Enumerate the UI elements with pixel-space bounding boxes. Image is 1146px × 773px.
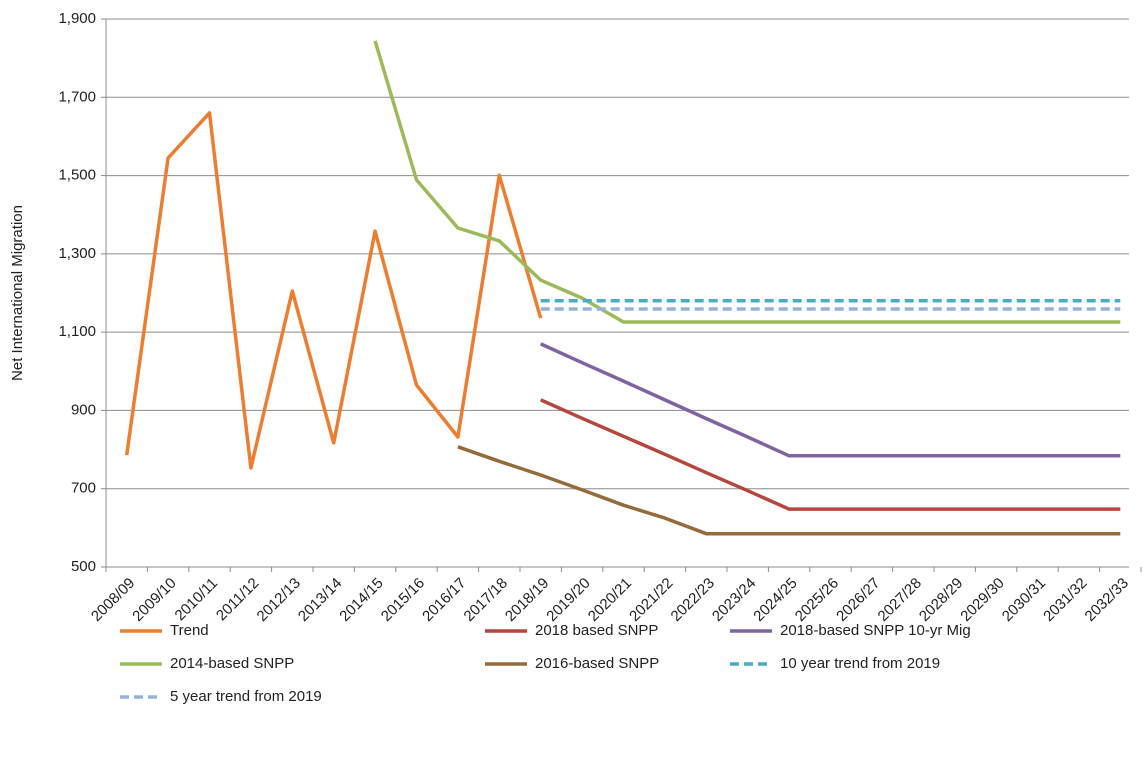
legend-label: 10 year trend from 2019: [780, 655, 940, 672]
series-line: [124, 111, 543, 470]
y-tick-label: 1,300: [58, 245, 96, 262]
y-tick-label: 1,700: [58, 88, 96, 105]
x-tick-label: 2016/17: [419, 575, 469, 625]
series-line: [457, 445, 1121, 536]
x-tick-label: 2019/20: [543, 575, 593, 625]
x-tick-label: 2009/10: [129, 575, 179, 625]
series-line: [539, 342, 1121, 458]
x-tick-label: 2014/15: [336, 575, 386, 625]
x-tick-label: 2012/13: [254, 575, 304, 625]
legend-label: 2016-based SNPP: [535, 655, 659, 672]
y-tick-label: 1,100: [58, 323, 96, 340]
series-line: [539, 398, 1121, 511]
x-tick-label: 2013/14: [295, 575, 345, 625]
y-axis-label: Net International Migration: [9, 205, 26, 381]
y-tick-label: 900: [71, 401, 96, 418]
y-tick-label: 700: [71, 480, 96, 497]
x-tick-label: 2018/19: [502, 575, 552, 625]
x-tick-label: 2026/27: [833, 575, 883, 625]
x-tick-label: 2032/33: [1082, 575, 1132, 625]
series-line: [373, 40, 1121, 324]
x-tick-label: 2031/32: [1040, 575, 1090, 625]
x-tick-label: 2028/29: [916, 575, 966, 625]
legend-label: Trend: [170, 622, 209, 639]
x-tick-label: 2020/21: [585, 575, 635, 625]
x-tick-label: 2024/25: [750, 575, 800, 625]
x-tick-label: 2017/18: [461, 575, 511, 625]
x-tick-label: 2023/24: [709, 575, 759, 625]
legend-label: 2014-based SNPP: [170, 655, 294, 672]
x-tick-label: 2022/23: [668, 575, 718, 625]
x-tick-label: 2029/30: [957, 575, 1007, 625]
legend-label: 2018-based SNPP 10-yr Mig: [780, 622, 971, 639]
x-tick-label: 2008/09: [88, 575, 138, 625]
y-tick-label: 1,900: [58, 10, 96, 27]
x-tick-label: 2027/28: [875, 575, 925, 625]
x-tick-label: 2010/11: [172, 575, 222, 625]
legend-label: 5 year trend from 2019: [170, 688, 322, 705]
x-tick-label: 2011/12: [213, 575, 263, 625]
legend-label: 2018 based SNPP: [535, 622, 658, 639]
x-tick-label: 2015/16: [378, 575, 428, 625]
y-tick-label: 500: [71, 558, 96, 575]
x-tick-label: 2021/22: [626, 575, 676, 625]
x-tick-label: 2030/31: [999, 575, 1049, 625]
y-tick-label: 1,500: [58, 167, 96, 184]
x-tick-label: 2025/26: [792, 575, 842, 625]
